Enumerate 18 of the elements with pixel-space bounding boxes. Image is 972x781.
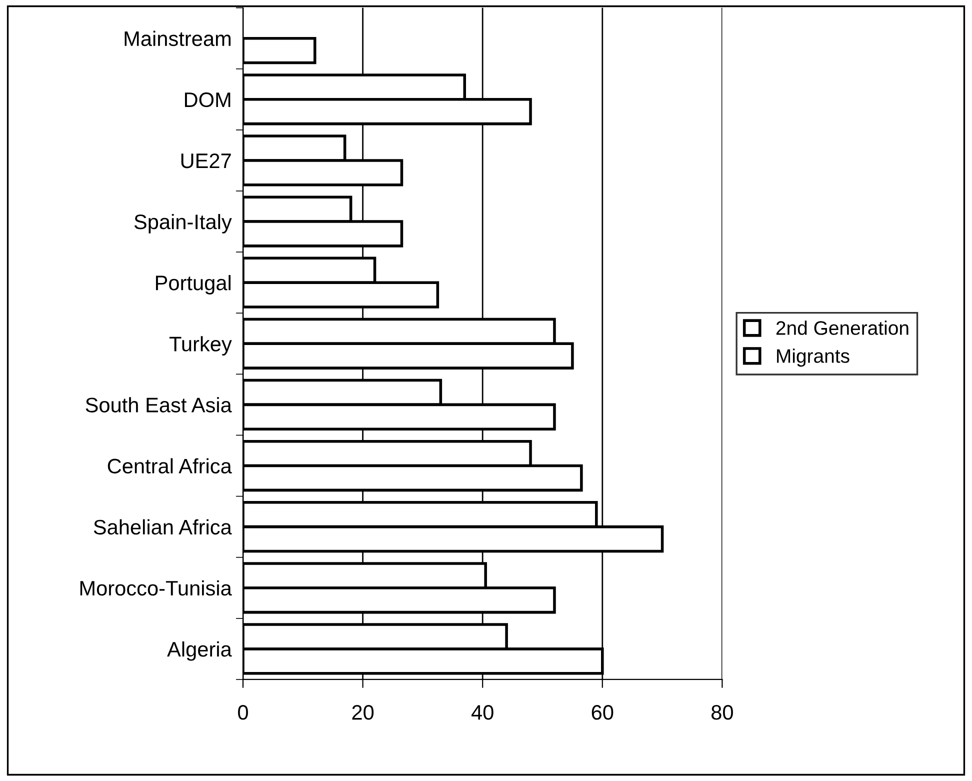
x-tick-label: 60 [592,705,614,720]
y-tick-label: Portugal [156,275,230,294]
y-tick-label: UE27 [181,153,231,168]
y-tick-label: Mainstream [124,30,231,46]
y-tick-label: Sahelian Africa [94,519,232,535]
y-tick-label: Turkey [169,336,232,356]
y-tick-label: Central Africa [108,458,232,474]
y-tick-label: DOM [184,92,230,108]
y-tick-label: Morocco-Tunisia [80,580,232,596]
x-tick-label: 0 [238,705,248,720]
y-tick-label: Spain-Italy [134,214,232,234]
y-tick-label: South East Asia [86,397,232,412]
x-tick-label: 40 [471,705,494,720]
legend-label: Migrants [777,348,850,367]
y-tick-label: Algeria [167,641,232,661]
x-tick-label: 80 [712,705,733,720]
legend-label: 2nd Generation [776,320,908,335]
x-tick-label: 20 [352,705,374,720]
